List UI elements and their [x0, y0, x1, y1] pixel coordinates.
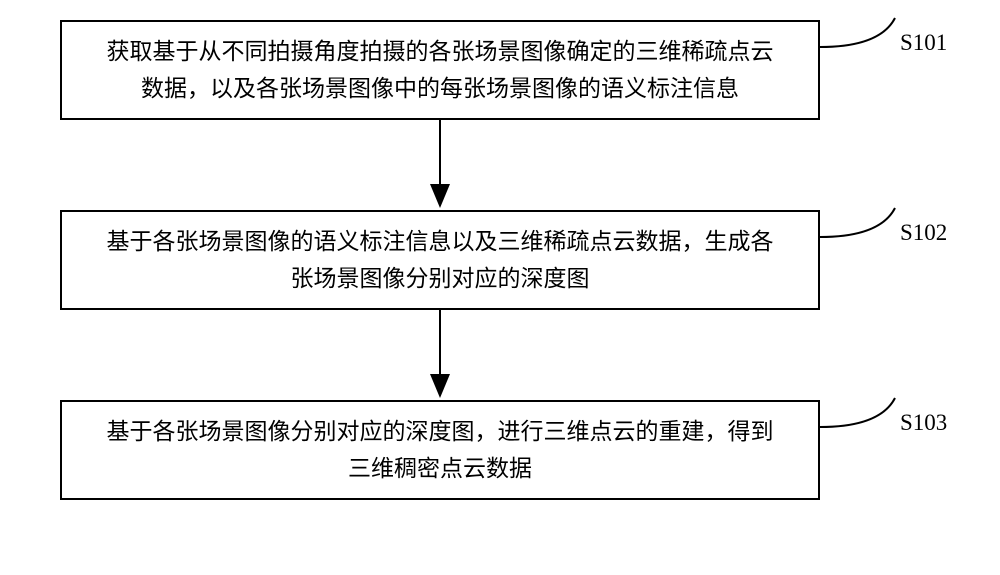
flow-step-1: 获取基于从不同拍摄角度拍摄的各张场景图像确定的三维稀疏点云数据，以及各张场景图像… — [60, 20, 820, 120]
flow-step-3-text: 基于各张场景图像分别对应的深度图，进行三维点云的重建，得到三维稠密点云数据 — [107, 413, 774, 487]
step-label-3: S103 — [900, 410, 947, 436]
flow-step-2-text: 基于各张场景图像的语义标注信息以及三维稀疏点云数据，生成各张场景图像分别对应的深… — [107, 223, 774, 297]
flow-step-1-text: 获取基于从不同拍摄角度拍摄的各张场景图像确定的三维稀疏点云数据，以及各张场景图像… — [107, 33, 774, 107]
flow-step-2: 基于各张场景图像的语义标注信息以及三维稀疏点云数据，生成各张场景图像分别对应的深… — [60, 210, 820, 310]
step-label-2: S102 — [900, 220, 947, 246]
step-label-1: S101 — [900, 30, 947, 56]
flowchart-container: 获取基于从不同拍摄角度拍摄的各张场景图像确定的三维稀疏点云数据，以及各张场景图像… — [0, 0, 1000, 575]
flow-step-3: 基于各张场景图像分别对应的深度图，进行三维点云的重建，得到三维稠密点云数据 — [60, 400, 820, 500]
